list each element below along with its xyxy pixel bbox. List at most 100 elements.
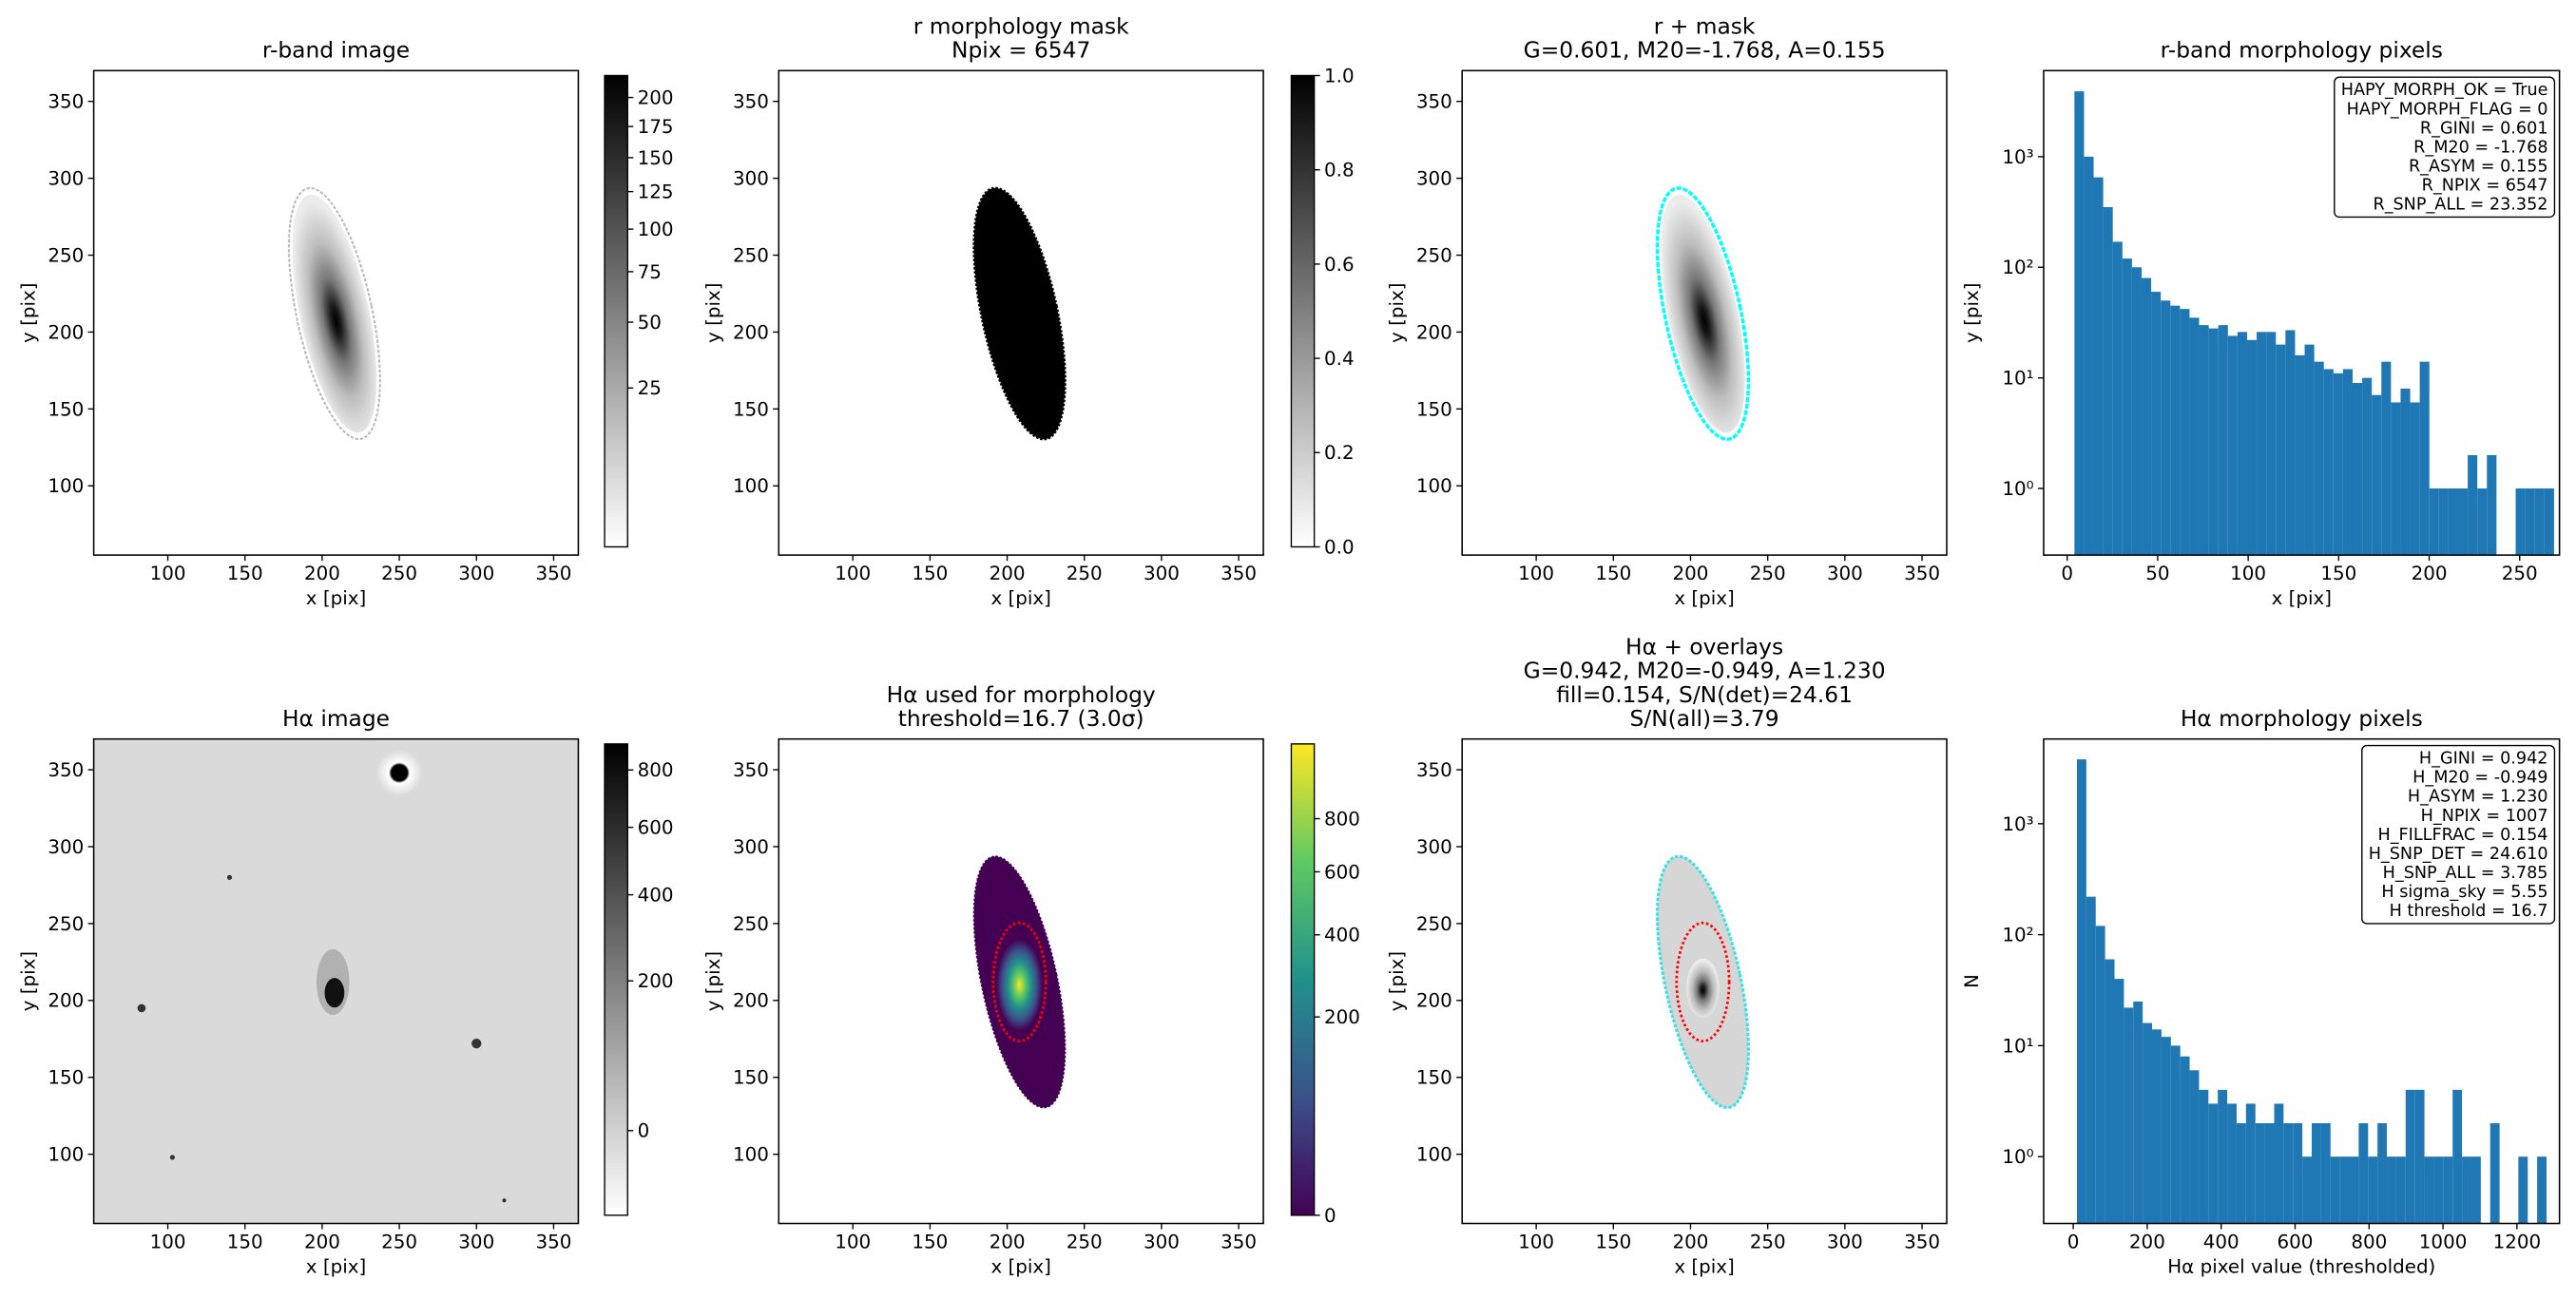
x-tick-label: 100 bbox=[1518, 563, 1554, 584]
bar bbox=[2457, 488, 2469, 556]
chart-title: r-band image bbox=[262, 36, 410, 63]
bar bbox=[2105, 959, 2115, 1224]
x-tick-label: 300 bbox=[1144, 563, 1180, 584]
x-axis-label: x [pix] bbox=[1674, 1255, 1734, 1277]
source bbox=[502, 1198, 507, 1203]
bar bbox=[2314, 361, 2324, 556]
y-tick-label: 150 bbox=[48, 398, 84, 420]
colorbar-tick-label: 0 bbox=[638, 1120, 650, 1142]
y-axis-label: y [pix] bbox=[702, 951, 724, 1011]
x-axis-label: x [pix] bbox=[1674, 587, 1734, 609]
galaxy-contour bbox=[287, 186, 381, 441]
bar bbox=[2124, 1007, 2134, 1224]
legend-line: R_GINI = 0.601 bbox=[2420, 119, 2548, 138]
chart-title: G=0.942, M20=-0.949, A=1.230 bbox=[1524, 658, 1886, 684]
bar bbox=[2266, 332, 2277, 556]
colorbar-tick-label: 0.0 bbox=[1324, 536, 1355, 558]
x-tick-label: 200 bbox=[1673, 563, 1709, 584]
bar bbox=[2199, 325, 2209, 556]
bar bbox=[2487, 455, 2497, 556]
bar bbox=[2208, 1103, 2219, 1224]
bar bbox=[2112, 241, 2123, 556]
mask-contour bbox=[1655, 186, 1751, 441]
colorbar-tick-label: 0.6 bbox=[1324, 254, 1355, 276]
bar bbox=[2372, 394, 2382, 556]
legend-line: H_ASYM = 1.230 bbox=[2408, 788, 2548, 807]
legend-line: HAPY_MORPH_OK = True bbox=[2341, 81, 2548, 100]
bar bbox=[2274, 1103, 2284, 1224]
y-tick-label: 350 bbox=[733, 759, 769, 781]
x-axis-label: x [pix] bbox=[990, 587, 1050, 609]
x-tick-label: 300 bbox=[1144, 1231, 1180, 1252]
bar bbox=[2477, 488, 2488, 556]
y-tick-label: 200 bbox=[733, 321, 769, 343]
bar bbox=[2395, 1156, 2406, 1224]
legend-line: R_NPIX = 6547 bbox=[2422, 176, 2548, 195]
colorbar bbox=[1290, 743, 1316, 1216]
bar bbox=[2515, 488, 2526, 556]
bar bbox=[2410, 402, 2420, 556]
threshold-contour bbox=[991, 921, 1048, 1043]
colorbar-tick-label: 75 bbox=[638, 261, 662, 283]
x-tick-label: 100 bbox=[835, 563, 871, 584]
legend-line: H_SNP_DET = 24.610 bbox=[2369, 845, 2548, 864]
bar bbox=[2218, 325, 2228, 556]
x-tick-label: 200 bbox=[1673, 1231, 1709, 1252]
bar bbox=[2302, 1156, 2312, 1224]
bar bbox=[2074, 91, 2085, 556]
colorbar-tick-label: 125 bbox=[638, 181, 674, 203]
bar bbox=[2227, 335, 2238, 556]
x-axis-label: x [pix] bbox=[306, 1255, 366, 1277]
x-tick-label: 200 bbox=[2412, 563, 2448, 584]
bar bbox=[2400, 388, 2411, 556]
legend-line: H_M20 = -0.949 bbox=[2413, 769, 2547, 788]
x-tick-label: 150 bbox=[1595, 1231, 1631, 1252]
colorbar-tick-label: 800 bbox=[638, 759, 674, 781]
colorbar bbox=[604, 74, 628, 548]
chart-title: Hα image bbox=[282, 705, 390, 732]
chart-title: r + mask bbox=[1654, 12, 1756, 39]
x-tick-label: 200 bbox=[2129, 1231, 2165, 1252]
x-tick-label: 400 bbox=[2203, 1231, 2240, 1252]
source bbox=[471, 1038, 482, 1049]
y-tick-label: 100 bbox=[733, 475, 769, 497]
galaxy-core bbox=[324, 978, 345, 1008]
x-tick-label: 100 bbox=[835, 1231, 871, 1252]
colorbar-tick-label: 400 bbox=[1324, 925, 1360, 946]
plot-area bbox=[93, 738, 579, 1224]
x-tick-label: 350 bbox=[1904, 1231, 1940, 1252]
y-tick-label: 300 bbox=[48, 168, 84, 190]
bar bbox=[2330, 1156, 2340, 1224]
legend-line: H sigma_sky = 5.55 bbox=[2381, 883, 2547, 902]
colorbar-tick-label: 200 bbox=[638, 86, 674, 108]
x-axis-label: x [pix] bbox=[2272, 587, 2332, 609]
galaxy-core bbox=[1686, 958, 1720, 1018]
y-tick-label: 350 bbox=[1416, 91, 1452, 113]
y-tick-label: 10¹ bbox=[2002, 368, 2033, 390]
y-tick-label: 10⁰ bbox=[2002, 1146, 2033, 1168]
y-tick-label: 100 bbox=[48, 1144, 84, 1166]
legend-line: H_NPIX = 1007 bbox=[2421, 807, 2548, 826]
colorbar-tick-label: 400 bbox=[638, 885, 674, 907]
bar bbox=[2095, 926, 2105, 1224]
colorbar-tick-label: 175 bbox=[638, 116, 674, 138]
panel: Hα morphology pixels 0 200 400 600 800 1000 120… bbox=[1961, 705, 2561, 1277]
x-axis-label: Hα pixel value (thresholded) bbox=[2167, 1255, 2435, 1277]
colorbar-tick-label: 200 bbox=[638, 970, 674, 992]
bar bbox=[2295, 354, 2305, 556]
bar bbox=[2349, 1156, 2359, 1224]
bar bbox=[2170, 305, 2181, 556]
colorbar-tick-label: 0.8 bbox=[1324, 160, 1355, 181]
bar bbox=[2180, 309, 2190, 556]
legend-line: H_SNP_ALL = 3.785 bbox=[2383, 864, 2548, 883]
x-axis-label: x [pix] bbox=[306, 587, 366, 609]
source bbox=[137, 1003, 146, 1013]
bar bbox=[2352, 382, 2363, 556]
legend-line: H_FILLFRAC = 0.154 bbox=[2377, 826, 2547, 845]
y-tick-label: 10⁰ bbox=[2002, 478, 2033, 500]
chart-title: Npix = 6547 bbox=[952, 36, 1090, 63]
